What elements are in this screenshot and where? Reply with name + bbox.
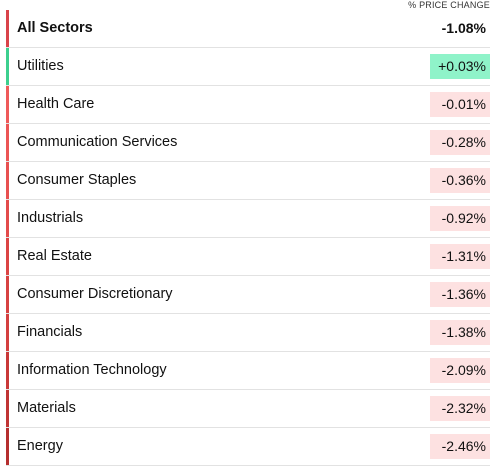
sector-name: Utilities [17,58,64,74]
sector-row[interactable]: Information Technology -2.09% [6,352,490,390]
price-change: -1.38% [430,320,490,345]
price-change: -1.36% [430,282,490,307]
sector-row[interactable]: Industrials -0.92% [6,200,490,238]
sector-row[interactable]: Communication Services -0.28% [6,124,490,162]
row-indicator [6,314,9,351]
price-change: -0.01% [430,92,490,117]
sector-name: Financials [17,324,83,340]
price-change: -1.31% [430,244,490,269]
sector-row[interactable]: Real Estate -1.31% [6,238,490,276]
sector-name: Energy [17,438,63,454]
row-indicator [6,200,9,237]
sector-name: Real Estate [17,248,92,264]
sector-row[interactable]: Utilities +0.03% [6,48,490,86]
price-change: -0.92% [430,206,490,231]
row-indicator [6,352,9,389]
row-indicator [6,48,9,85]
row-indicator [6,276,9,313]
price-change: -0.28% [430,130,490,155]
price-change: -2.09% [430,358,490,383]
sector-name: Information Technology [17,362,167,378]
sector-name: Consumer Discretionary [17,286,173,302]
row-indicator [6,238,9,275]
sector-row[interactable]: Financials -1.38% [6,314,490,352]
row-indicator [6,10,9,47]
summary-row[interactable]: All Sectors -1.08% [6,10,490,48]
sector-row[interactable]: Consumer Staples -0.36% [6,162,490,200]
sector-row[interactable]: Materials -2.32% [6,390,490,428]
sector-name: Materials [17,400,76,416]
price-change: -2.46% [430,434,490,459]
column-header: % PRICE CHANGE [408,0,490,10]
price-change: -0.36% [430,168,490,193]
price-change: -2.32% [430,396,490,421]
sector-row[interactable]: Energy -2.46% [6,428,490,466]
row-indicator [6,162,9,199]
sector-name: Consumer Staples [17,172,137,188]
row-indicator [6,390,9,427]
sector-row[interactable]: Health Care -0.01% [6,86,490,124]
row-indicator [6,124,9,161]
sector-name: Communication Services [17,134,178,150]
row-indicator [6,86,9,123]
row-indicator [6,428,9,465]
sector-row[interactable]: Consumer Discretionary -1.36% [6,276,490,314]
sector-name: All Sectors [17,20,93,36]
sector-name: Health Care [17,96,95,112]
price-change: -1.08% [441,20,486,36]
price-change: +0.03% [430,54,490,79]
sector-name: Industrials [17,210,84,226]
